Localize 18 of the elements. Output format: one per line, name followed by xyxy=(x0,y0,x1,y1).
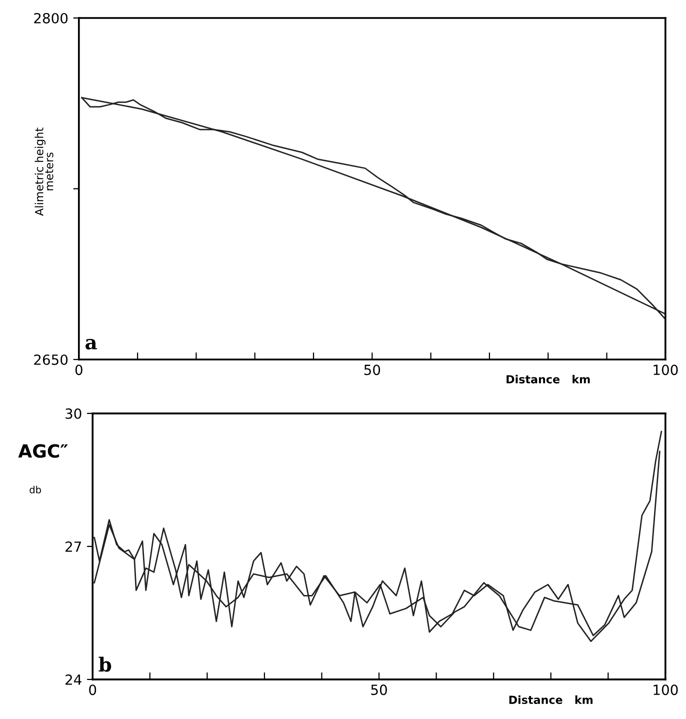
text: db xyxy=(30,486,41,494)
x-axis-title: Distance km xyxy=(506,374,590,384)
y-tick-label: 30 xyxy=(66,408,82,419)
x-tick-label: 100 xyxy=(654,364,678,376)
y-tick-label: 27 xyxy=(66,541,82,552)
y-axis-title: AGC″ xyxy=(18,444,68,458)
x-tick-label: 50 xyxy=(371,684,387,696)
x-tick-label: 50 xyxy=(364,364,380,376)
x-tick-label: 100 xyxy=(654,684,678,696)
annotation: a xyxy=(86,338,97,350)
y-axis-title: Alimetric height meters xyxy=(34,128,54,216)
y-tick-label: 24 xyxy=(66,674,82,685)
annotation: b xyxy=(98,656,112,672)
y-tick-label: 2800 xyxy=(34,12,68,24)
x-axis-title: Distance km xyxy=(509,695,593,704)
x-tick-label: 0 xyxy=(89,684,96,696)
y-tick-label: 2650 xyxy=(34,354,68,365)
x-tick-label: 0 xyxy=(75,364,82,376)
